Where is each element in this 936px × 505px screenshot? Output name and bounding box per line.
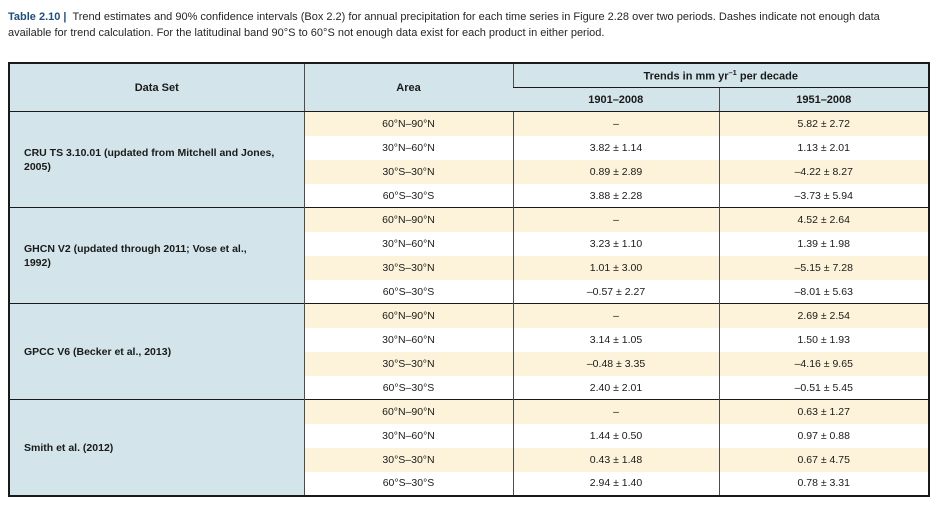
table-row: 60°S–30°S 3.88 ± 2.28 –3.73 ± 5.94	[9, 183, 929, 208]
trend-1901-cell: 3.82 ± 1.14	[512, 135, 719, 160]
area-cell: 60°N–90°N	[303, 399, 513, 424]
dataset-section-cru: CRU TS 3.10.01 (updated from Mitchell an…	[9, 111, 929, 208]
table-row: 30°S–30°N 1.01 ± 3.00 –5.15 ± 7.28	[9, 255, 929, 280]
table-row: 60°S–30°S 2.94 ± 1.40 0.78 ± 3.31	[9, 471, 929, 496]
trend-1951-cell: –4.22 ± 8.27	[718, 159, 929, 184]
header-row-group: Data Set Area Trends in mm yr–1 per deca…	[9, 62, 929, 113]
trend-1951-cell: 0.63 ± 1.27	[718, 399, 929, 424]
trend-1951-cell: –3.73 ± 5.94	[718, 183, 929, 208]
trend-1901-cell: 2.40 ± 2.01	[512, 375, 719, 400]
table-row: GPCC V6 (Becker et al., 2013) 60°N–90°N …	[9, 303, 929, 400]
table-row: 60°S–30°S –0.57 ± 2.27 –8.01 ± 5.63	[9, 279, 929, 304]
area-cell: 60°S–30°S	[303, 183, 513, 208]
trend-1901-cell: 0.43 ± 1.48	[512, 447, 719, 472]
table-caption: Table 2.10 | Trend estimates and 90% con…	[8, 10, 928, 42]
dataset-section-gpcc: GPCC V6 (Becker et al., 2013) 60°N–90°N …	[9, 303, 929, 400]
trend-1951-cell: 5.82 ± 2.72	[718, 111, 929, 136]
trend-1951-cell: –0.51 ± 5.45	[718, 375, 929, 400]
area-cell: 30°N–60°N	[303, 135, 513, 160]
area-cell: 30°S–30°N	[303, 447, 513, 472]
table-row: 30°N–60°N 1.44 ± 0.50 0.97 ± 0.88	[9, 423, 929, 448]
column-header-area: Area	[303, 62, 513, 113]
dataset-name-cell: GHCN V2 (updated through 2011; Vose et a…	[9, 207, 304, 304]
trend-1901-cell: 3.23 ± 1.10	[512, 231, 719, 256]
table-row: Smith et al. (2012) 60°N–90°N – 0.63 ± 1…	[9, 399, 929, 496]
trends-unit-exponent: –1	[728, 68, 737, 78]
area-cell: 60°N–90°N	[303, 111, 513, 136]
area-cell: 30°S–30°N	[303, 351, 513, 376]
table-caption-label: Table 2.10 |	[8, 11, 67, 23]
dataset-section-ghcn: GHCN V2 (updated through 2011; Vose et a…	[9, 207, 929, 304]
precipitation-trends-table: Data Set Area Trends in mm yr–1 per deca…	[8, 61, 930, 497]
trend-1951-cell: 4.52 ± 2.64	[718, 207, 929, 232]
trends-unit-suffix: per decade	[736, 70, 798, 83]
column-header-trends-group: Trends in mm yr–1 per decade	[512, 62, 929, 89]
trend-1951-cell: 1.39 ± 1.98	[718, 231, 929, 256]
column-header-data-set: Data Set	[9, 62, 304, 113]
trend-1901-cell: 3.14 ± 1.05	[512, 327, 719, 352]
area-cell: 30°S–30°N	[303, 255, 513, 280]
trend-1951-cell: –8.01 ± 5.63	[718, 279, 929, 304]
trend-1901-cell: 3.88 ± 2.28	[512, 183, 719, 208]
trend-1951-cell: 0.97 ± 0.88	[718, 423, 929, 448]
table-row: 30°N–60°N 3.23 ± 1.10 1.39 ± 1.98	[9, 231, 929, 256]
dataset-name-cell: CRU TS 3.10.01 (updated from Mitchell an…	[9, 111, 304, 208]
area-cell: 30°N–60°N	[303, 231, 513, 256]
trend-1951-cell: 1.50 ± 1.93	[718, 327, 929, 352]
area-cell: 60°S–30°S	[303, 279, 513, 304]
table-caption-text: Trend estimates and 90% confidence inter…	[8, 11, 880, 39]
table-row: 30°S–30°N 0.43 ± 1.48 0.67 ± 4.75	[9, 447, 929, 472]
trend-1901-cell: 1.44 ± 0.50	[512, 423, 719, 448]
trend-1901-cell: –0.48 ± 3.35	[512, 351, 719, 376]
column-header-period-1951-2008: 1951–2008	[718, 87, 929, 113]
trend-1901-cell: –0.57 ± 2.27	[512, 279, 719, 304]
table-row: 30°S–30°N –0.48 ± 3.35 –4.16 ± 9.65	[9, 351, 929, 376]
table-row: 30°N–60°N 3.14 ± 1.05 1.50 ± 1.93	[9, 327, 929, 352]
table-row: 30°S–30°N 0.89 ± 2.89 –4.22 ± 8.27	[9, 159, 929, 184]
trend-1901-cell: –	[512, 303, 719, 328]
table-row: 60°S–30°S 2.40 ± 2.01 –0.51 ± 5.45	[9, 375, 929, 400]
trend-1901-cell: 0.89 ± 2.89	[512, 159, 719, 184]
table-row: 30°N–60°N 3.82 ± 1.14 1.13 ± 2.01	[9, 135, 929, 160]
trend-1951-cell: 1.13 ± 2.01	[718, 135, 929, 160]
trend-1951-cell: –5.15 ± 7.28	[718, 255, 929, 280]
trend-1901-cell: 2.94 ± 1.40	[512, 471, 719, 496]
area-cell: 60°N–90°N	[303, 303, 513, 328]
area-cell: 60°S–30°S	[303, 471, 513, 496]
table-header: Data Set Area Trends in mm yr–1 per deca…	[9, 62, 929, 113]
trend-1901-cell: –	[512, 207, 719, 232]
trends-unit-prefix: Trends in mm yr	[643, 70, 729, 83]
trend-1951-cell: 0.78 ± 3.31	[718, 471, 929, 496]
area-cell: 30°N–60°N	[303, 423, 513, 448]
table-row: GHCN V2 (updated through 2011; Vose et a…	[9, 207, 929, 304]
area-cell: 60°S–30°S	[303, 375, 513, 400]
trend-1901-cell: –	[512, 399, 719, 424]
table-row: CRU TS 3.10.01 (updated from Mitchell an…	[9, 111, 929, 208]
dataset-name-cell: Smith et al. (2012)	[9, 399, 304, 496]
area-cell: 60°N–90°N	[303, 207, 513, 232]
trend-1951-cell: 2.69 ± 2.54	[718, 303, 929, 328]
header-row-periods: 1901–2008 1951–2008	[9, 87, 929, 113]
trend-1901-cell: 1.01 ± 3.00	[512, 255, 719, 280]
dataset-name-cell: GPCC V6 (Becker et al., 2013)	[9, 303, 304, 400]
area-cell: 30°N–60°N	[303, 327, 513, 352]
trend-1901-cell: –	[512, 111, 719, 136]
dataset-section-smith: Smith et al. (2012) 60°N–90°N – 0.63 ± 1…	[9, 399, 929, 496]
trend-1951-cell: –4.16 ± 9.65	[718, 351, 929, 376]
column-header-period-1901-2008: 1901–2008	[513, 87, 719, 113]
area-cell: 30°S–30°N	[303, 159, 513, 184]
trend-1951-cell: 0.67 ± 4.75	[718, 447, 929, 472]
